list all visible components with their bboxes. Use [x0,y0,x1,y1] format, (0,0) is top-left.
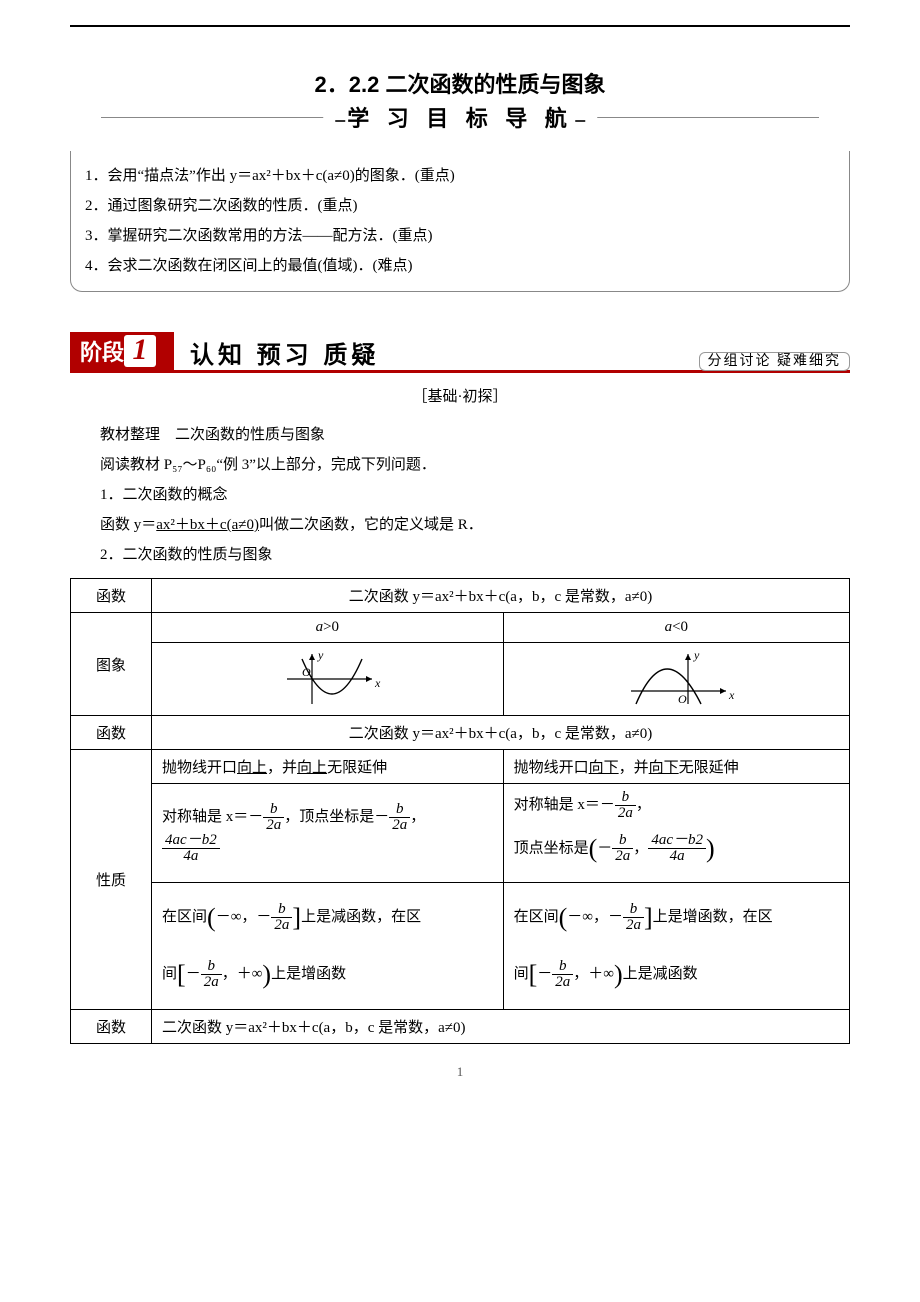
table-row-header: 函数 [71,1010,152,1044]
body-line: 1．二次函数的概念 [70,480,850,510]
table-header-formula: 二次函数 y＝ax²＋bx＋c(a，b，c 是常数，a≠0) [152,579,850,613]
prop-open-up: 抛物线开口向上，并向上无限延伸 [152,750,504,784]
top-rule [70,25,850,27]
a-pos-label: a>0 [152,613,504,643]
parabola-up-icon: x y O [272,649,382,709]
objective-item: 2．通过图象研究二次函数的性质．(重点) [85,191,835,221]
body-line: 函数 y＝ax²＋bx＋c(a≠0)叫做二次函数，它的定义域是 R． [70,510,850,540]
svg-text:O: O [302,665,311,679]
body-line: 阅读教材 P₅₇～P₆₀“例 3”以上部分，完成下列问题． [70,450,850,480]
table-row-header: 图象 [71,613,152,716]
table-header-formula: 二次函数 y＝ax²＋bx＋c(a，b，c 是常数，a≠0) [152,716,850,750]
prop-mono-left: 在区间(－∞，－b2a]上是减函数，在区 间[－b2a，＋∞)上是增函数 [152,883,504,1010]
svg-text:x: x [374,676,381,690]
stage-number: 1 [124,335,156,367]
table-row-header: 函数 [71,716,152,750]
a-neg-label: a<0 [503,613,849,643]
svg-text:y: y [317,649,324,662]
section-title: 2．2.2 二次函数的性质与图象 [70,67,850,99]
prop-open-down: 抛物线开口向下，并向下无限延伸 [503,750,849,784]
svg-text:x: x [728,688,735,702]
svg-text:y: y [693,649,700,662]
page-number: 1 [70,1064,850,1080]
stage-badge: 阶段 1 [70,332,174,370]
table-last-row: 二次函数 y＝ax²＋bx＋c(a，b，c 是常数，a≠0) [152,1010,850,1044]
graph-up-cell: x y O [152,643,504,716]
page: 2．2.2 二次函数的性质与图象 学 习 目 标 导 航 1．会用“描点法”作出… [0,0,920,1120]
stage-bar: 阶段 1 认知 预习 质疑 分组讨论 疑难细究 [70,332,850,373]
sub-heading: ［基础·初探］ [70,385,850,406]
objective-item: 4．会求二次函数在闭区间上的最值(值域)．(难点) [85,251,835,281]
prop-vertex-left: 对称轴是 x＝－b2a，顶点坐标是－b2a， 4ac－b24a [152,784,504,883]
objective-item: 3．掌握研究二次函数常用的方法——配方法．(重点) [85,221,835,251]
prop-mono-right: 在区间(－∞，－b2a]上是增函数，在区 间[－b2a，＋∞)上是减函数 [503,883,849,1010]
objectives-box: 1．会用“描点法”作出 y＝ax²＋bx＋c(a≠0)的图象．(重点) 2．通过… [70,151,850,292]
svg-text:O: O [678,692,687,706]
graph-down-cell: x y O [503,643,849,716]
prop-vertex-right: 对称轴是 x＝－b2a， 顶点坐标是(－b2a，4ac－b24a) [503,784,849,883]
body-line: 教材整理 二次函数的性质与图象 [70,420,850,450]
body-line: 2．二次函数的性质与图象 [70,540,850,570]
ribbon-label: 学 习 目 标 导 航 [323,101,597,133]
objective-item: 1．会用“描点法”作出 y＝ax²＋bx＋c(a≠0)的图象．(重点) [85,161,835,191]
stage-note: 分组讨论 疑难细究 [699,352,851,371]
parabola-down-icon: x y O [616,649,736,709]
objectives-ribbon: 学 习 目 标 导 航 [70,109,850,157]
properties-table: 函数 二次函数 y＝ax²＋bx＋c(a，b，c 是常数，a≠0) 图象 a>0… [70,578,850,1044]
table-row-header: 函数 [71,579,152,613]
table-row-header: 性质 [71,750,152,1010]
stage-title: 认知 预习 质疑 [190,335,379,370]
